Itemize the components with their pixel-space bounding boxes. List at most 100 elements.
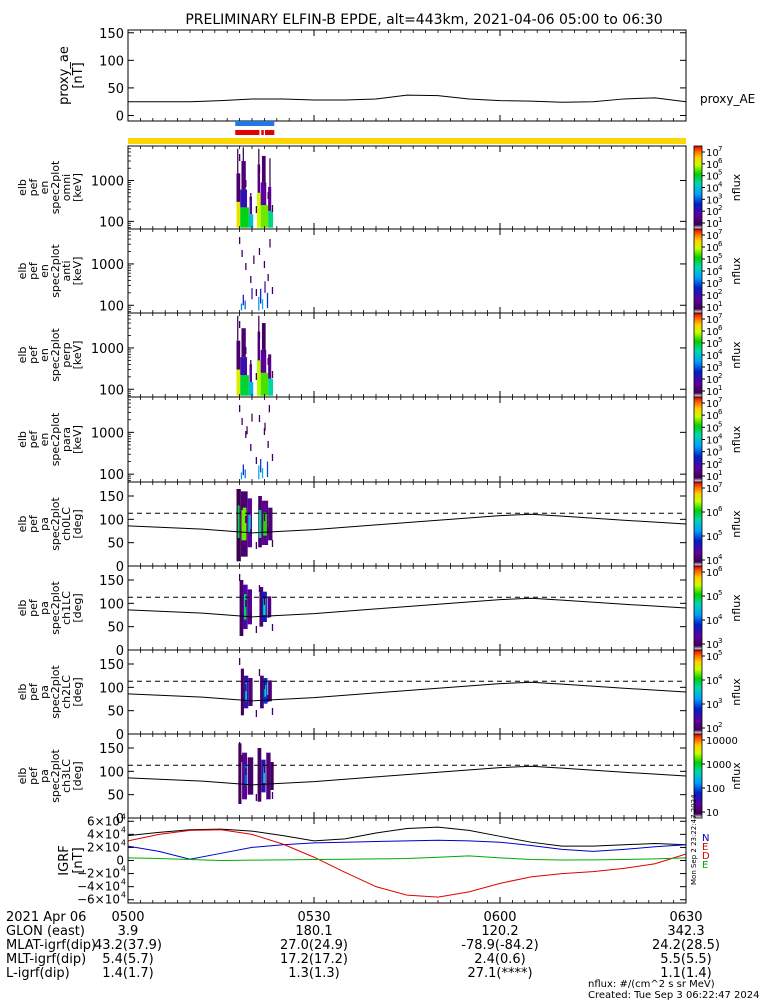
spectrogram-streak-7-1 [241, 587, 243, 594]
spectrogram-cell-5-5 [258, 465, 260, 480]
spectrogram-streak-7-5 [258, 585, 261, 592]
spectrogram-streak-9-2 [245, 768, 247, 775]
spectrogram-cell-9-7 [266, 752, 271, 800]
spectrogram-streak-3-3 [250, 276, 252, 283]
igrf-series-0 [127, 826, 687, 847]
colorbar-label-3-4: 10 [706, 255, 719, 266]
spectrogram-streak-8-2 [245, 684, 247, 691]
y-axis-label-5-2: en [38, 433, 51, 447]
spectrogram-streak-3-7 [267, 274, 269, 281]
colorbar-label-9-3: 10000 [706, 736, 738, 747]
colorbar-label-2-2: 10 [706, 195, 719, 206]
y-axis-label-9-5: [deg] [71, 761, 84, 790]
footer-row-1-value-2: 120.2 [481, 924, 518, 939]
colorbar-exp-3-3: 4 [718, 264, 723, 272]
spectrogram-cell-4-4 [240, 357, 248, 376]
spectrogram-cell-8-6 [264, 685, 267, 697]
spectrogram-streak-5-6 [263, 428, 266, 435]
spectrogram-cell-2-9 [256, 192, 261, 228]
colorbar-exp-4-2: 3 [718, 360, 722, 368]
spectrogram-cell-7-3 [247, 589, 252, 625]
proxy-ae-legend: proxy_AE [700, 92, 755, 106]
spectrogram-streak-7-4 [255, 626, 258, 633]
y-axis-label-4-5: [keV] [71, 341, 84, 370]
spectrogram-cell-5-8 [264, 422, 266, 431]
spectrogram-streak-7-7 [267, 611, 269, 618]
spectrogram-cell-5-4 [251, 413, 253, 422]
y-tick-label-0-0: 0 [116, 109, 124, 124]
spectrogram-streak-2-6 [263, 179, 266, 186]
y-axis-label-9-4: ch3LC [60, 759, 73, 793]
spectrogram-cell-4-3 [240, 375, 249, 396]
colorbar-title-5: nflux [730, 425, 743, 453]
colorbar-label-3-3: 10 [706, 267, 719, 278]
spectrogram-streak-5-1 [241, 418, 243, 425]
y-tick-label-8-1: 50 [107, 705, 124, 720]
panel-pa_ch3: 0 50 100 150 10 100 1000 10000 nflux elbpefpaspec… [16, 733, 743, 827]
y-axis-label-6-3: spec2plot [49, 497, 62, 551]
colorbar-label-5-5: 10 [706, 411, 719, 422]
spectrogram-streak-5-4 [255, 457, 258, 464]
panel-frame-6 [127, 481, 687, 567]
y-tick-label-10-5: 4×10 [87, 827, 120, 841]
y-axis-label-3-5: [keV] [71, 257, 84, 286]
spectrogram-cell-2-11 [258, 148, 260, 165]
igrf-series-3 [127, 855, 687, 862]
spectrogram-cell-2-10 [257, 164, 261, 193]
y-axis-label-6-5: [deg] [71, 509, 84, 538]
spectrogram-streak-8-6 [263, 682, 266, 689]
spectrogram-streak-9-1 [241, 755, 243, 762]
spectrogram-cell-5-0 [240, 472, 243, 480]
y-axis-label-2-3: spec2plot [49, 160, 62, 214]
spectrogram-cell-3-2 [244, 300, 246, 310]
colorbar-label-5-3: 10 [706, 436, 719, 447]
y-axis-label-4-3: spec2plot [49, 328, 62, 382]
spectrogram-cell-5-9 [266, 461, 269, 478]
colorbar-label-6-2: 10 [706, 508, 719, 519]
footer-row-4-value-0: 1.4(1.7) [102, 966, 154, 981]
y-tick-label-10-3: 0 [116, 854, 124, 868]
igrf-legend-2: D [702, 851, 710, 862]
colorbar-exp-3-2: 3 [718, 276, 722, 284]
spectrogram-cell-4-12 [260, 349, 267, 373]
loss-cone-line-8 [127, 681, 687, 702]
status-bar-2-0 [128, 138, 686, 144]
spectrogram-cell-6-5 [248, 514, 251, 534]
y-tick-label-10-2: −2×10 [77, 867, 120, 881]
y-axis-label-5-3: spec2plot [49, 412, 62, 466]
spectrogram-streak-3-0 [238, 237, 241, 244]
spectrogram-cell-6-7 [258, 510, 262, 538]
colorbar-title-2: nflux [730, 173, 743, 201]
y-axis-label-8-0: elb [16, 684, 29, 701]
loss-cone-line-6 [127, 513, 687, 534]
colorbar-exp-2-6: 7 [718, 145, 722, 153]
colorbar-8 [693, 649, 703, 735]
footer-row-4-value-2: 27.1(****) [467, 966, 532, 981]
colorbar-exp-5-3: 4 [718, 433, 723, 441]
colorbar-4 [693, 312, 703, 398]
colorbar-label-3-1: 10 [706, 291, 719, 302]
colorbar-label-4-4: 10 [706, 339, 719, 350]
footer-row-4-label: L-igrf(dip) [6, 966, 70, 981]
colorbar-label-8-1: 10 [706, 700, 719, 711]
spectrogram-cell-2-14 [261, 155, 266, 183]
spectrogram-cell-2-16 [268, 186, 272, 211]
y-axis-label-6-0: elb [16, 516, 29, 533]
colorbar-exp-8-3: 5 [718, 649, 722, 657]
colorbar-2 [693, 145, 703, 230]
spectrogram-streak-8-8 [271, 708, 274, 715]
colorbar-exp-2-5: 6 [718, 157, 723, 165]
y-tick-label-0-1: 50 [107, 82, 124, 97]
colorbar-exp-2-3: 4 [718, 181, 723, 189]
colorbar-exp-7-2: 5 [718, 589, 722, 597]
panel-frame-2 [127, 145, 687, 230]
y-tick-label-6-0: 0 [116, 560, 124, 575]
proxy-ae-line [128, 94, 687, 103]
colorbar-label-4-0: 10 [706, 387, 719, 398]
spectrogram-streak-7-2 [245, 600, 247, 607]
y-axis-label-8-5: [deg] [71, 677, 84, 706]
colorbar-label-3-5: 10 [706, 243, 719, 254]
